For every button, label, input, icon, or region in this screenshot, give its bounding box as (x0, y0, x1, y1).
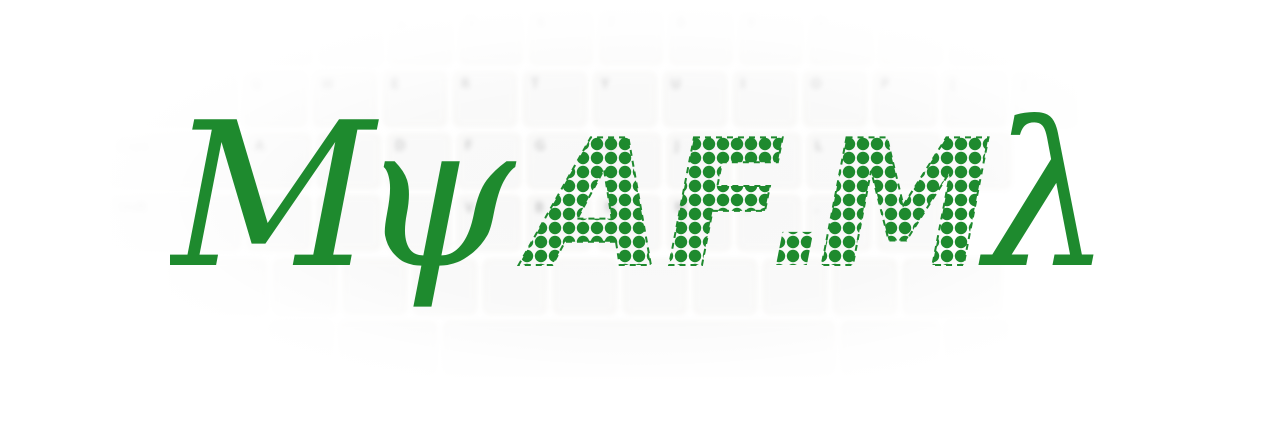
logo-letter-m2: M (818, 104, 992, 307)
logo-letters-af: AF (518, 104, 785, 307)
logo-letter-lambda: λ (978, 95, 1110, 313)
logo-dot: . (768, 104, 834, 307)
logo-letter-m1: M (170, 95, 379, 313)
logo: M ψ AF . M λ (170, 95, 1110, 335)
logo-letter-psi: ψ (358, 95, 517, 313)
logo-artwork: M ψ AF . M λ (170, 95, 1110, 313)
